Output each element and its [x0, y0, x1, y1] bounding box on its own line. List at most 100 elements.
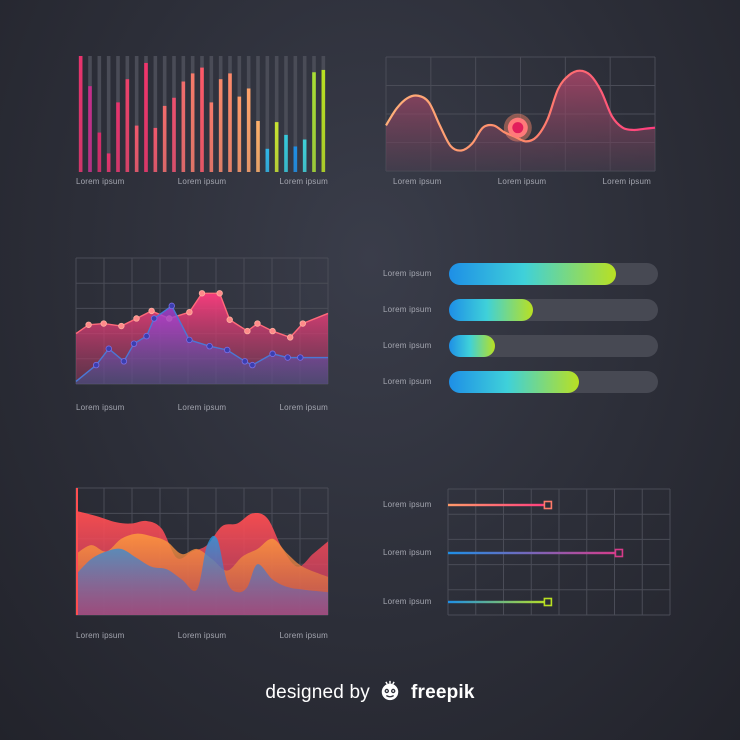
- bar-track: [153, 56, 158, 172]
- progress-row: Lorem ipsum: [383, 371, 658, 393]
- progress-bar-chart: Lorem ipsum Lorem ipsum Lorem ipsum Lore…: [383, 263, 658, 395]
- bar: [228, 73, 232, 172]
- bar-track: [284, 56, 288, 172]
- slider-bar: [448, 503, 548, 507]
- progress-label: Lorem ipsum: [383, 377, 432, 386]
- bar: [88, 86, 92, 172]
- slider-handle: [614, 548, 624, 558]
- data-point: [133, 315, 140, 322]
- bar: [209, 102, 214, 172]
- progress-track: [449, 299, 658, 321]
- footer-credit: designed by freepik: [0, 680, 740, 704]
- x-tick-label: Lorem ipsum: [76, 631, 125, 640]
- vertical-bar-chart-svg: [78, 56, 326, 172]
- progress-row: Lorem ipsum: [383, 299, 658, 321]
- bar: [97, 132, 102, 172]
- x-tick-label: Lorem ipsum: [177, 403, 227, 412]
- progress-fill: [449, 335, 495, 357]
- highlight-point: [512, 122, 524, 134]
- data-point: [241, 358, 249, 365]
- data-point: [92, 361, 100, 369]
- dual-line-area-chart: Lorem ipsum Lorem ipsum Lorem ipsum: [75, 257, 329, 414]
- bar-track: [274, 56, 279, 172]
- progress-track: [449, 335, 658, 357]
- bar: [162, 105, 167, 172]
- bar: [134, 125, 139, 172]
- data-point: [118, 322, 125, 330]
- bar: [172, 97, 176, 172]
- x-tick-label: Lorem ipsum: [279, 177, 328, 186]
- data-point: [85, 321, 92, 328]
- progress-row: Lorem ipsum: [383, 263, 658, 285]
- bar: [106, 153, 111, 172]
- progress-track: [449, 263, 658, 285]
- x-tick-label: Lorem ipsum: [602, 177, 651, 186]
- footer-prefix: designed by: [265, 682, 370, 703]
- data-point: [284, 354, 291, 361]
- slider-label: Lorem ipsum: [383, 597, 432, 606]
- slider-bar: [448, 600, 548, 604]
- progress-fill: [449, 299, 533, 321]
- data-point: [249, 361, 256, 369]
- data-point: [286, 334, 294, 341]
- data-point: [206, 342, 213, 350]
- bar: [190, 73, 195, 172]
- progress-label: Lorem ipsum: [383, 341, 432, 350]
- data-point: [198, 290, 206, 297]
- progress-label: Lorem ipsum: [383, 305, 432, 314]
- bar: [265, 148, 270, 172]
- data-point: [100, 320, 107, 327]
- data-point: [105, 345, 112, 352]
- bar: [237, 96, 242, 172]
- bar: [218, 79, 223, 172]
- bar: [321, 69, 326, 172]
- wave-area-chart: Lorem ipsum Lorem ipsum Lorem ipsum: [385, 56, 656, 193]
- bar: [256, 120, 260, 172]
- slider-bar-chart-svg: [447, 488, 671, 616]
- bar: [284, 134, 288, 172]
- wave-area-chart-svg: [385, 56, 656, 172]
- slider-grid-group: [447, 488, 671, 616]
- bar: [200, 67, 204, 172]
- x-tick-label: Lorem ipsum: [177, 177, 227, 186]
- overlapping-wave-chart: Lorem ipsum Lorem ipsum Lorem ipsum: [75, 487, 329, 644]
- slider-bar-chart: Lorem ipsum Lorem ipsum Lorem ipsum: [383, 488, 671, 616]
- bar-track: [134, 56, 139, 172]
- x-tick-label: Lorem ipsum: [76, 177, 125, 186]
- bar: [312, 72, 316, 172]
- data-point: [299, 320, 306, 327]
- slider-handle: [543, 597, 553, 607]
- data-point: [186, 308, 193, 316]
- progress-fill: [449, 371, 579, 393]
- bar-track: [256, 56, 260, 172]
- progress-row: Lorem ipsum: [383, 335, 658, 357]
- slider-handle: [543, 500, 553, 510]
- bar-track: [265, 56, 270, 172]
- data-point: [120, 358, 128, 365]
- area-fill: [76, 305, 328, 384]
- slider-label: Lorem ipsum: [383, 548, 432, 557]
- bar: [293, 146, 298, 172]
- data-point: [130, 340, 138, 347]
- series-line: [385, 69, 656, 152]
- bar: [302, 139, 307, 172]
- slider-label: Lorem ipsum: [383, 500, 432, 509]
- bar: [274, 122, 279, 172]
- bar: [78, 56, 83, 172]
- data-point: [143, 332, 150, 340]
- x-tick-label: Lorem ipsum: [279, 403, 328, 412]
- area-fill: [76, 535, 328, 615]
- slider-bar: [448, 551, 619, 555]
- bar: [246, 88, 251, 172]
- data-point: [254, 320, 261, 327]
- bar: [125, 79, 130, 172]
- data-point: [226, 316, 233, 323]
- bar-track: [106, 56, 111, 172]
- bar: [181, 81, 186, 172]
- data-point: [148, 307, 155, 315]
- bar: [153, 127, 158, 172]
- bar-track: [97, 56, 102, 172]
- bar-track: [293, 56, 298, 172]
- data-point: [269, 350, 276, 357]
- data-point: [269, 327, 276, 335]
